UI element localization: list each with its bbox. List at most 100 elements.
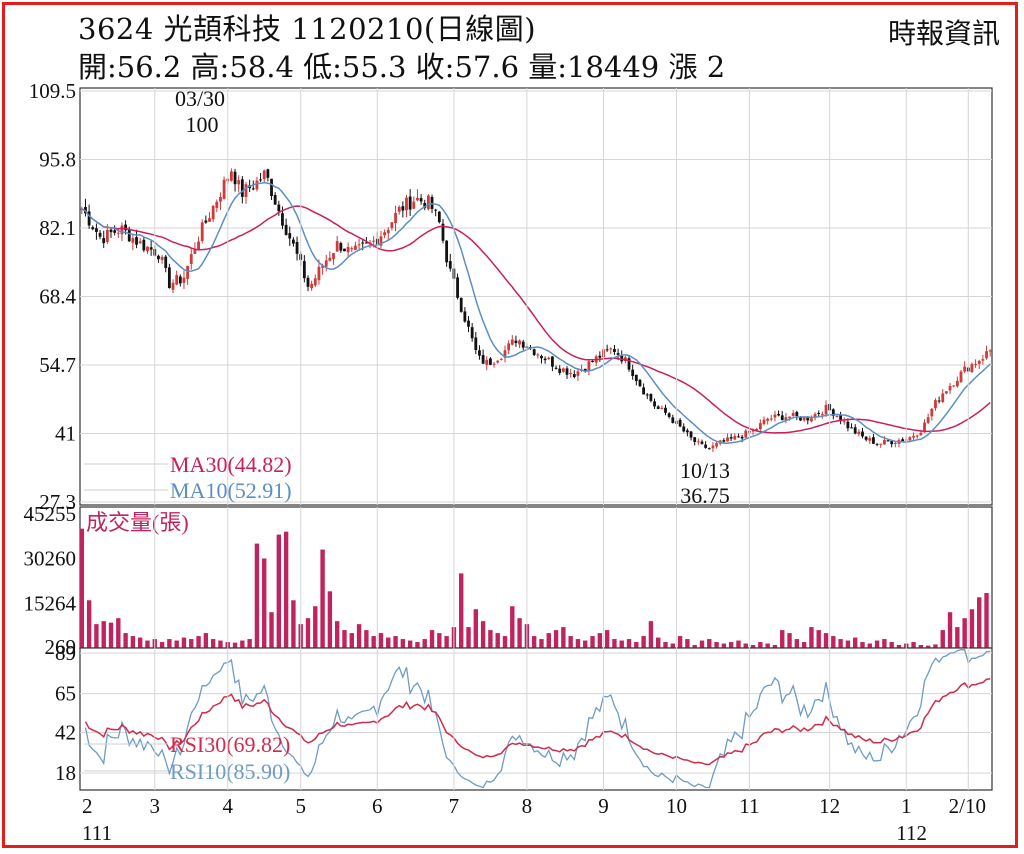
candle-body <box>441 223 445 241</box>
volume-bar <box>181 637 187 648</box>
ma30-legend-label: MA30(44.82) <box>170 452 292 477</box>
volume-bar <box>663 642 668 648</box>
candle-body <box>292 239 295 244</box>
volume-bar <box>94 624 99 648</box>
volume-bar <box>955 627 960 648</box>
candle-body <box>328 257 332 261</box>
candle-body <box>704 444 708 448</box>
volume-bar <box>429 630 435 648</box>
candle-body <box>408 196 412 210</box>
candle-body <box>726 437 729 442</box>
candle-body <box>930 408 934 417</box>
volume-bar <box>969 609 975 648</box>
rsi10-line <box>84 649 991 789</box>
volume-bar <box>816 630 821 648</box>
month-tick-label: 2/10 <box>949 794 986 818</box>
candle-body <box>780 415 784 421</box>
volume-bar <box>933 644 938 648</box>
volume-bar <box>378 633 384 648</box>
volume-bar <box>356 624 362 648</box>
volume-bar <box>502 636 508 648</box>
candle-body <box>853 427 857 434</box>
volume-bar <box>787 633 792 648</box>
candle-body <box>908 437 912 441</box>
candle-body <box>419 198 423 202</box>
candle-body <box>262 170 266 180</box>
volume-bar <box>772 645 778 648</box>
high-date-label: 03/30 <box>175 86 225 111</box>
candle-body <box>861 431 864 437</box>
year-tick-label: 112 <box>896 821 927 845</box>
candle-body <box>755 428 759 431</box>
price-tick-label: 109.5 <box>29 79 76 103</box>
volume-bar <box>780 630 785 648</box>
volume-bar <box>568 636 573 648</box>
candle-body <box>302 261 306 279</box>
candle-body <box>937 400 941 402</box>
candle-body <box>561 368 565 372</box>
volume-bar <box>648 621 654 648</box>
volume-bar <box>794 639 800 648</box>
volume-bar <box>488 630 493 648</box>
candle-body <box>496 360 500 363</box>
volume-bar <box>313 606 318 648</box>
candle-body <box>955 380 959 387</box>
volume-bar <box>444 636 449 648</box>
volume-bar <box>583 640 588 648</box>
candle-body <box>653 401 656 407</box>
candle-body <box>824 404 828 415</box>
volume-bar <box>699 640 705 648</box>
candle-body <box>335 241 339 252</box>
candle-body <box>109 229 113 233</box>
candle-body <box>492 363 496 365</box>
volume-bar <box>925 645 931 648</box>
candle-body <box>762 419 766 424</box>
volume-bar <box>342 630 347 648</box>
candle-body <box>470 327 474 339</box>
candle-body <box>518 340 521 345</box>
volume-bar <box>407 640 413 648</box>
volume-bar <box>86 600 92 648</box>
candle-body <box>434 209 438 211</box>
month-tick-label: 1 <box>901 794 912 818</box>
candle-body <box>459 297 463 312</box>
volume-title: 成交量(張) <box>86 510 189 535</box>
candle-body <box>251 188 255 190</box>
candle-body <box>474 337 478 351</box>
candle-body <box>197 241 200 251</box>
volume-panel-box <box>79 506 993 649</box>
candle-body <box>664 407 667 413</box>
candle-body <box>135 237 138 245</box>
candle-body <box>270 178 273 197</box>
candle-body <box>503 350 507 358</box>
volume-bar <box>247 639 252 648</box>
volume-bar <box>123 633 128 648</box>
volume-bar <box>510 606 515 648</box>
candle-body <box>802 416 806 421</box>
candle-body <box>350 248 354 250</box>
volume-bar <box>283 531 289 648</box>
candle-body <box>499 358 503 360</box>
volume-bar <box>612 639 617 648</box>
candle-body <box>773 414 777 418</box>
candle-body <box>777 413 780 416</box>
candle-body <box>405 197 408 211</box>
volume-bar <box>400 639 406 648</box>
ohlc-summary: 開:56.2 高:58.4 低:55.3 收:57.6 量:18449 漲 2 <box>78 50 726 84</box>
candle-body <box>872 437 875 444</box>
price-tick-label: 41 <box>55 422 76 446</box>
candle-body <box>229 171 233 181</box>
candle-body <box>795 411 799 417</box>
volume-bar <box>561 627 566 648</box>
volume-bar <box>254 543 260 648</box>
candle-body <box>941 393 945 403</box>
candle-body <box>737 436 740 438</box>
month-tick-label: 12 <box>819 794 840 818</box>
candle-body <box>572 374 576 378</box>
volume-bar <box>203 633 209 648</box>
candle-body <box>693 437 697 442</box>
candle-body <box>791 412 795 416</box>
candle-body <box>700 441 704 444</box>
candle-body <box>390 222 394 228</box>
